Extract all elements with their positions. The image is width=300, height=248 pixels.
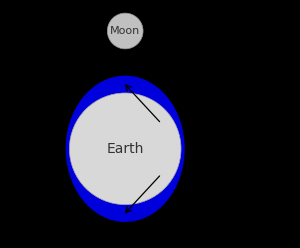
Ellipse shape xyxy=(66,76,185,222)
Text: Moon: Moon xyxy=(110,26,140,36)
Circle shape xyxy=(107,13,143,49)
Circle shape xyxy=(69,93,181,205)
Text: Earth: Earth xyxy=(106,142,144,156)
